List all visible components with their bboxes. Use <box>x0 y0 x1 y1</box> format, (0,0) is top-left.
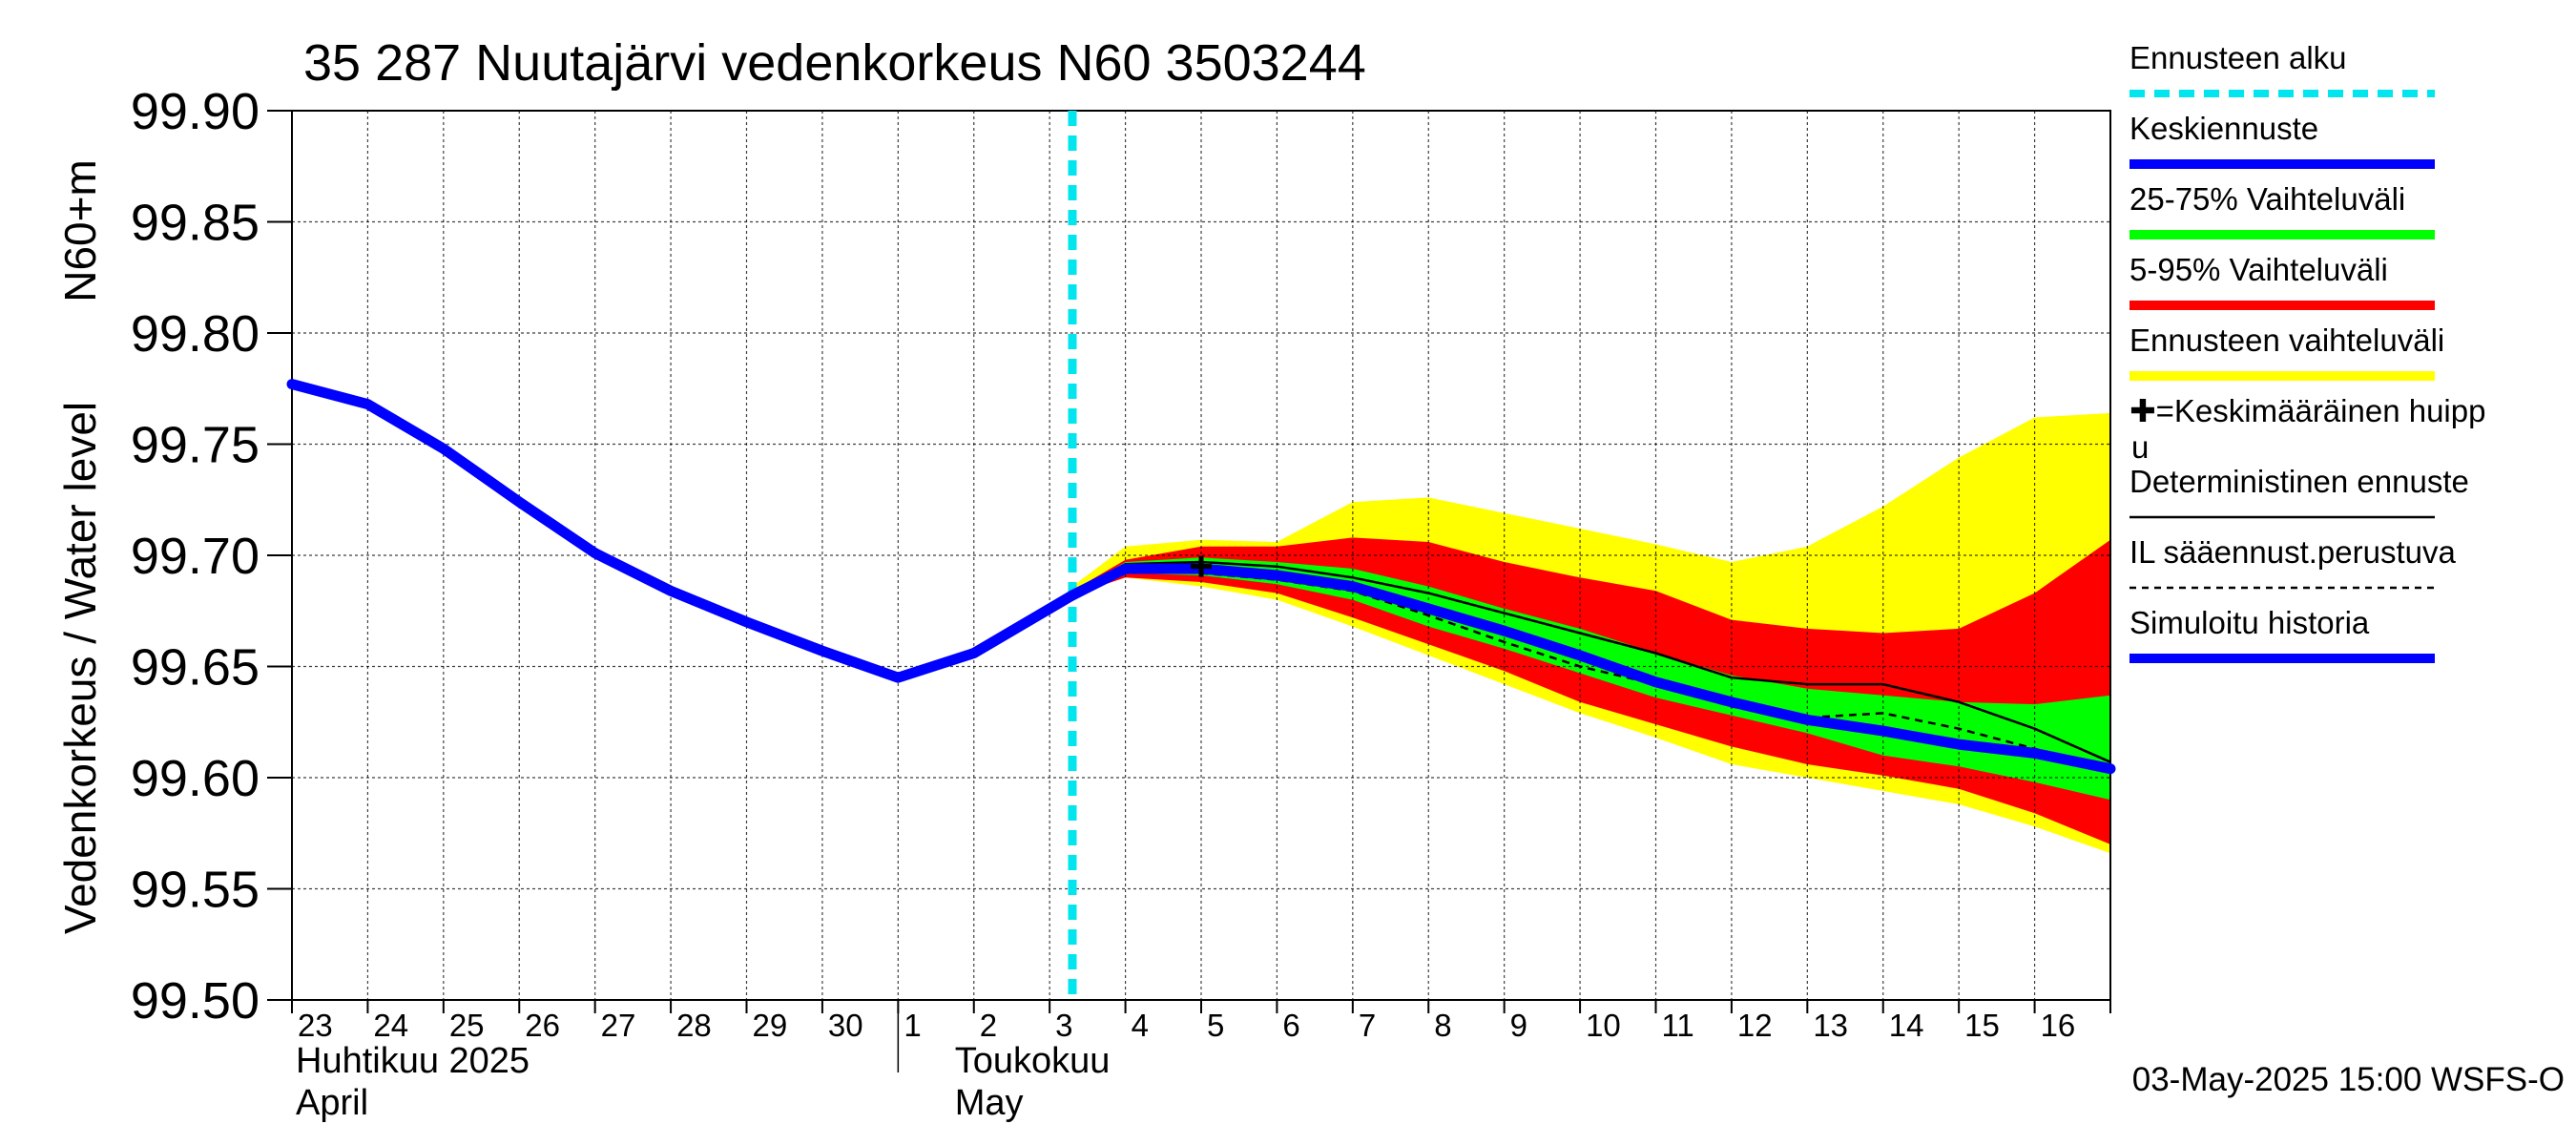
month-label-fi: Huhtikuu 2025 <box>296 1041 530 1081</box>
x-tick-label: 5 <box>1207 1008 1224 1043</box>
x-tick-label: 30 <box>828 1008 863 1043</box>
y-tick-label: 99.70 <box>131 528 260 585</box>
x-tick-label: 29 <box>753 1008 788 1043</box>
y-tick-label: 99.60 <box>131 750 260 807</box>
legend-label: Deterministinen ennuste <box>2129 464 2469 499</box>
forecast-band-5-95 <box>1072 537 2110 844</box>
legend-label: 5-95% Vaihteluväli <box>2129 252 2388 287</box>
y-axis-label: Vedenkorkeus / Water level <box>55 402 105 934</box>
il-weather-forecast-line <box>1071 570 2111 773</box>
simulated-history-line <box>286 379 1078 683</box>
y-tick-label: 99.55 <box>131 862 260 919</box>
deterministic-forecast-line <box>1071 560 2111 763</box>
x-tick-label: 27 <box>601 1008 636 1043</box>
month-label-en: April <box>296 1083 368 1123</box>
chart-title: 35 287 Nuutajärvi vedenkorkeus N60 35032… <box>303 34 1366 92</box>
month-label-fi: Toukokuu <box>955 1041 1111 1081</box>
legend-label: ✚=Keskimääräinen huipp <box>2129 393 2485 428</box>
x-tick-label: 14 <box>1889 1008 1924 1043</box>
legend-label: Ennusteen vaihteluväli <box>2129 323 2444 358</box>
legend: Ennusteen alku Keskiennuste 25-75% Vaihtel… <box>2129 40 2485 663</box>
x-tick-label: 26 <box>525 1008 560 1043</box>
x-tick-label: 12 <box>1737 1008 1773 1043</box>
x-tick-label: 10 <box>1586 1008 1621 1043</box>
x-tick-label: 28 <box>676 1008 712 1043</box>
legend-label: Keskiennuste <box>2129 111 2318 146</box>
y-tick-label: 99.65 <box>131 639 260 697</box>
x-tick-label: 6 <box>1282 1008 1299 1043</box>
y-tick-label: 99.90 <box>131 83 260 140</box>
legend-label: 25-75% Vaihteluväli <box>2129 181 2405 217</box>
x-tick-label: 8 <box>1434 1008 1451 1043</box>
plot-area <box>286 110 2116 1001</box>
mean-forecast-line <box>1067 563 2116 775</box>
x-tick-label: 1 <box>904 1008 921 1043</box>
forecast-band-25-75 <box>1072 557 2110 801</box>
x-tick-label: 11 <box>1662 1008 1694 1043</box>
x-tick-label: 2 <box>980 1008 997 1043</box>
footer-timestamp: 03-May-2025 15:00 WSFS-O <box>2132 1061 2565 1098</box>
x-tick-label: 4 <box>1132 1008 1149 1043</box>
x-axis-ticks: 23 24 25 26 27 28 29 30 1 2 3 4 5 6 7 8 9 10 11 12 13 14 15 16 <box>291 1000 2111 1072</box>
y-tick-label: 99.50 <box>131 972 260 1030</box>
legend-label-continued: u <box>2131 429 2149 465</box>
month-label-en: May <box>955 1083 1024 1123</box>
mean-peak-marker <box>1191 555 1212 577</box>
x-tick-label: 7 <box>1359 1008 1376 1043</box>
x-tick-label: 25 <box>449 1008 485 1043</box>
x-tick-label: 23 <box>298 1008 333 1043</box>
legend-label: Simuloitu historia <box>2129 605 2370 640</box>
legend-label: IL sääennust.perustuva <box>2129 534 2456 570</box>
y-tick-label: 99.80 <box>131 305 260 363</box>
x-tick-label: 16 <box>2041 1008 2076 1043</box>
y-axis-ticks: 99.50 99.55 99.60 99.65 99.70 99.75 99.80 99.85… <box>131 83 292 1030</box>
x-tick-label: 13 <box>1813 1008 1848 1043</box>
x-tick-label: 3 <box>1055 1008 1072 1043</box>
x-tick-label: 15 <box>1964 1008 2000 1043</box>
x-tick-label: 9 <box>1510 1008 1527 1043</box>
y-tick-label: 99.85 <box>131 195 260 252</box>
x-tick-label: 24 <box>373 1008 408 1043</box>
y-axis-unit-label: N60+m <box>55 159 105 302</box>
legend-label: Ennusteen alku <box>2129 40 2347 75</box>
y-tick-label: 99.75 <box>131 417 260 474</box>
